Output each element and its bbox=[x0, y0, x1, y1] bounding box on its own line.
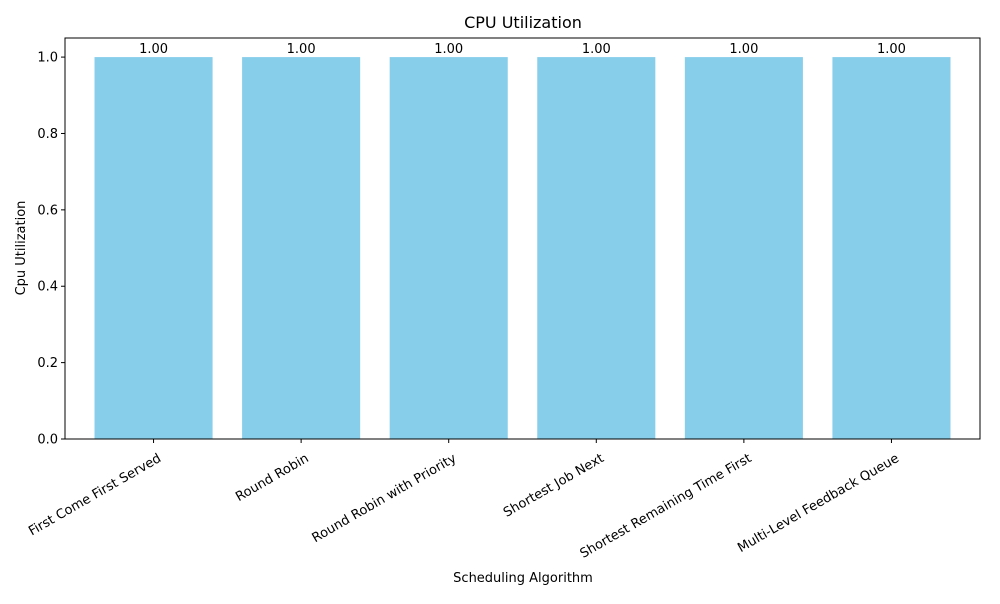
y-tick-label-4: 0.6 bbox=[37, 203, 58, 218]
bar-1 bbox=[94, 57, 213, 439]
x-ticks-layer: First Come First Served Round RobinRound … bbox=[26, 439, 902, 562]
x-tick-label-5: Shortest Remaining Time First bbox=[578, 451, 755, 562]
bar-3 bbox=[389, 57, 508, 439]
bar-4 bbox=[537, 57, 656, 439]
data-label-1: 1.00 bbox=[139, 42, 168, 57]
bar-2 bbox=[242, 57, 361, 439]
bar-5 bbox=[684, 57, 803, 439]
y-tick-label-2: 0.2 bbox=[37, 356, 58, 371]
y-axis-label: Cpu Utilization bbox=[14, 201, 29, 296]
data-label-5: 1.00 bbox=[729, 42, 758, 57]
data-label-6: 1.00 bbox=[877, 42, 906, 57]
axes-layer bbox=[64, 37, 981, 440]
plot-frame bbox=[64, 37, 981, 440]
chart-title: CPU Utilization bbox=[464, 13, 582, 32]
x-axis-label: Scheduling Algorithm bbox=[453, 571, 593, 586]
data-label-2: 1.00 bbox=[287, 42, 316, 57]
x-tick-label-4: Shortest Job Next bbox=[501, 451, 607, 521]
x-tick-label-2: Round Robin bbox=[233, 451, 311, 505]
y-tick-label-3: 0.4 bbox=[37, 280, 58, 295]
y-tick-label-5: 0.8 bbox=[37, 127, 58, 142]
bar-6 bbox=[832, 57, 951, 439]
bars-layer bbox=[94, 57, 951, 439]
y-ticks-layer: 0.0 0.2 0.4 0.6 0.8 1.0 bbox=[37, 51, 65, 448]
data-label-3: 1.00 bbox=[434, 42, 463, 57]
x-tick-label-1: First Come First Served bbox=[26, 451, 164, 539]
data-labels-layer: 1.00 1.00 1.00 1.00 1.00 1.00 bbox=[139, 42, 906, 57]
y-tick-label-1: 0.0 bbox=[37, 433, 58, 448]
x-tick-label-6: Multi-Level Feedback Queue bbox=[735, 451, 902, 556]
y-tick-label-6: 1.0 bbox=[37, 51, 58, 66]
x-tick-label-3: Round Robin with Priority bbox=[310, 451, 460, 546]
data-label-4: 1.00 bbox=[582, 42, 611, 57]
